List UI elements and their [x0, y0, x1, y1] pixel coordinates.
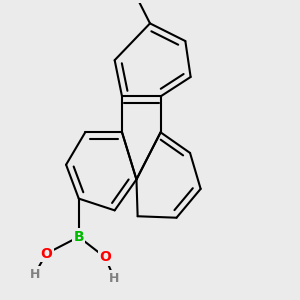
Text: H: H — [109, 272, 119, 285]
Text: H: H — [29, 268, 40, 281]
Text: O: O — [40, 247, 52, 261]
Text: O: O — [99, 250, 111, 265]
Text: B: B — [74, 230, 84, 244]
